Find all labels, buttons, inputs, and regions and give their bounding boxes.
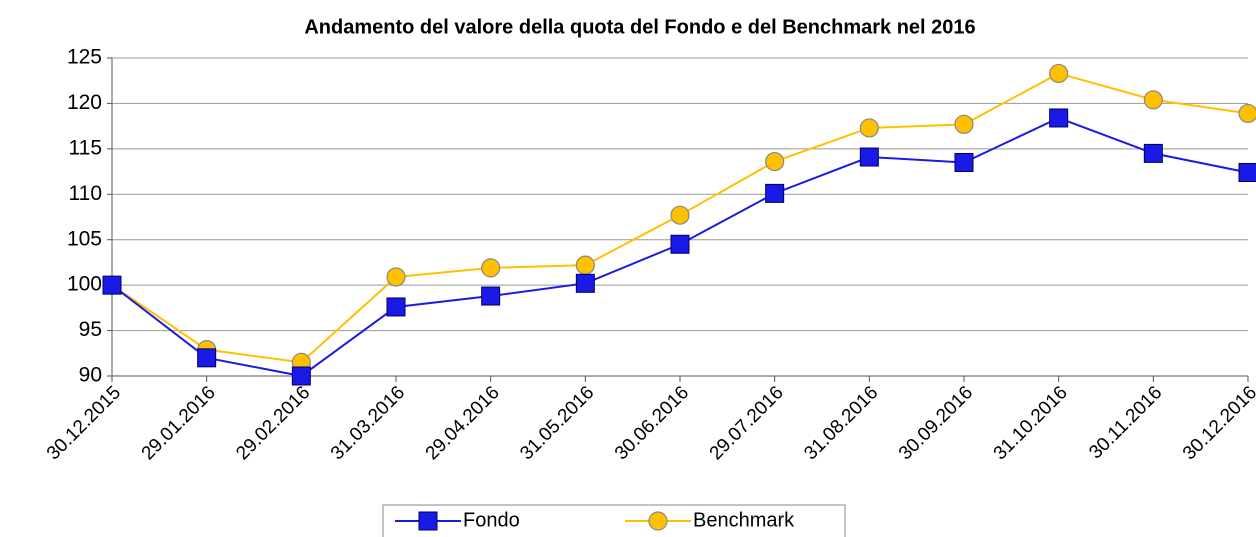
marker (102, 275, 122, 295)
y-tick-label: 125 (67, 46, 102, 69)
x-tick-label: 29.07.2016 (706, 382, 788, 464)
x-tick-label: 31.08.2016 (800, 382, 882, 464)
marker (765, 151, 785, 172)
marker (197, 348, 217, 368)
marker (386, 267, 406, 287)
x-tick-label: 29.02.2016 (232, 382, 314, 464)
marker (670, 234, 690, 254)
legend-box (382, 504, 846, 537)
x-tick-label: 31.05.2016 (516, 382, 598, 464)
marker (1143, 90, 1163, 110)
marker (954, 152, 974, 172)
legend: Fondo Benchmark (382, 504, 846, 537)
legend-label: Fondo (463, 509, 520, 531)
x-tick-label: 31.03.2016 (327, 382, 409, 464)
x-tick-label: 29.04.2016 (422, 382, 504, 464)
marker (648, 511, 668, 531)
marker (954, 114, 974, 134)
y-tick-label: 120 (67, 91, 102, 114)
marker (859, 147, 879, 167)
marker (670, 205, 690, 225)
y-tick-label: 100 (67, 273, 102, 296)
y-tick-label: 90 (79, 364, 102, 387)
marker (1143, 143, 1163, 163)
x-tick-label: 30.06.2016 (611, 382, 693, 464)
legend-label: Benchmark (693, 509, 795, 531)
x-tick-label: 30.11.2016 (1085, 382, 1166, 463)
x-tick-label: 30.09.2016 (895, 382, 977, 464)
x-tick-label: 29.01.2016 (138, 382, 220, 464)
x-tick-label: 30.12.2015 (43, 382, 125, 464)
marker (386, 297, 406, 317)
marker (481, 258, 501, 278)
marker (859, 118, 879, 138)
marker (575, 273, 595, 293)
x-tick-label: 31.10.2016 (990, 382, 1072, 464)
y-tick-label: 105 (67, 227, 102, 250)
marker (291, 366, 311, 386)
marker (481, 286, 501, 306)
marker (418, 511, 438, 531)
y-tick-label: 110 (69, 182, 102, 205)
x-tick-label: 30.12.2016 (1179, 382, 1256, 464)
y-tick-label: 95 (79, 318, 102, 341)
chart-title: Andamento del valore della quota del Fon… (304, 16, 975, 38)
y-tick-label: 115 (69, 136, 102, 159)
marker (1238, 162, 1256, 182)
marker (1049, 63, 1069, 84)
marker (1049, 108, 1069, 128)
marker (765, 183, 785, 203)
marker (575, 255, 595, 275)
marker (1238, 103, 1256, 124)
